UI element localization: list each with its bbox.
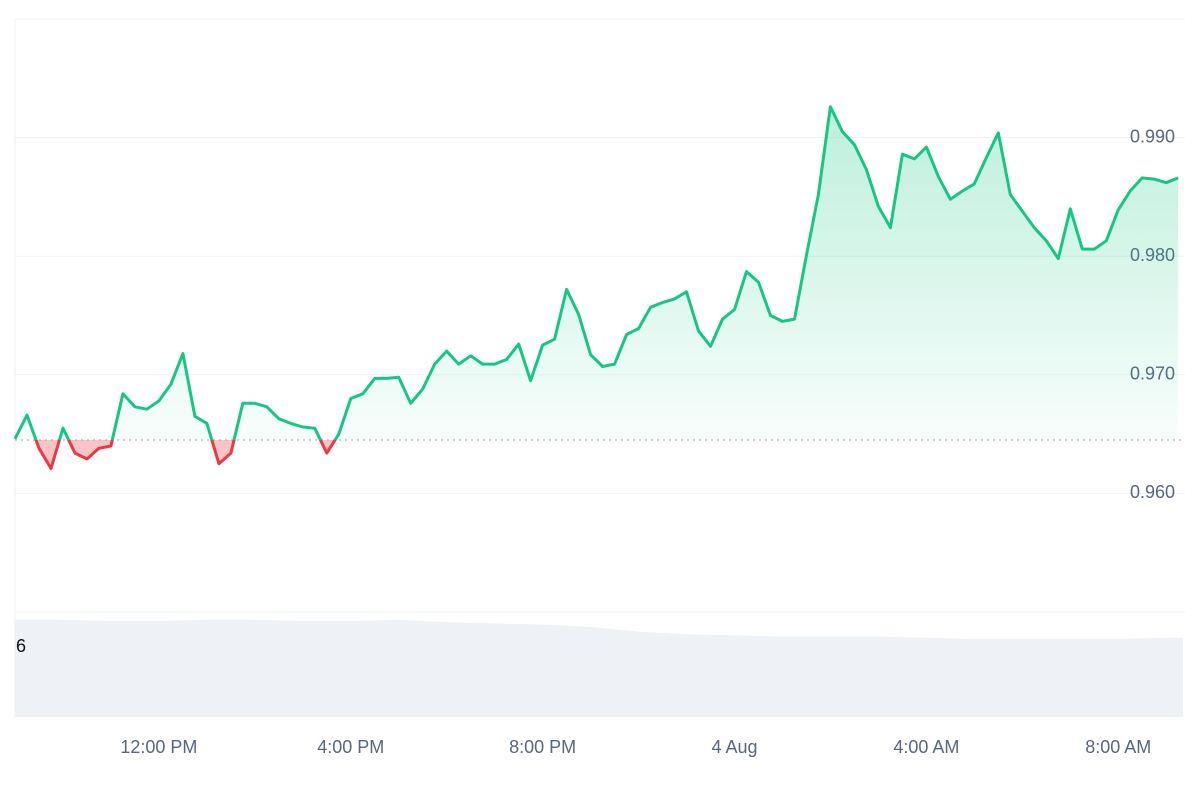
x-tick-label: 8:00 PM (509, 737, 576, 757)
y-tick-label: 0.960 (1130, 482, 1175, 502)
y-tick-label: 0.990 (1130, 126, 1175, 146)
price-line (13, 105, 1179, 470)
volume-area (15, 619, 1183, 717)
x-tick-label: 8:00 AM (1085, 737, 1151, 757)
x-tick-label: 12:00 PM (120, 737, 197, 757)
volume-tick-label: 6 (16, 636, 26, 656)
price-area (15, 106, 1179, 469)
x-tick-label: 4:00 AM (893, 737, 959, 757)
x-tick-label: 4 Aug (711, 737, 757, 757)
x-tick-label: 4:00 PM (317, 737, 384, 757)
